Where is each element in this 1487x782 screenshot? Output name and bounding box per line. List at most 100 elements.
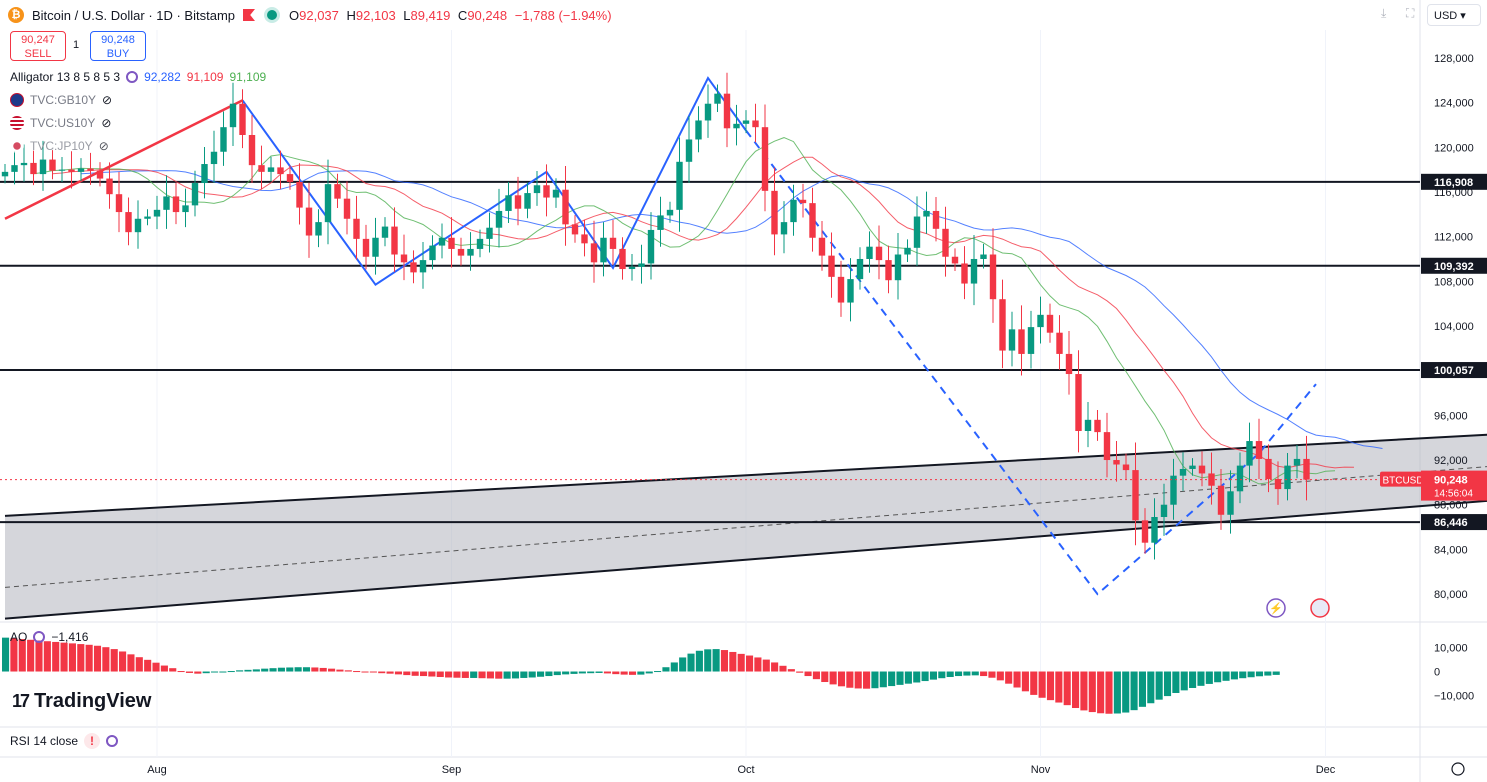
candle [1094,419,1101,433]
candle [296,181,303,208]
candle [362,238,370,257]
candle [39,159,47,175]
compare-us10y[interactable]: TVC:US10Y ⊘ [10,116,111,130]
candle [267,167,275,172]
order-quantity[interactable]: 1 [73,39,80,51]
candle [780,222,788,235]
ao-bar [1197,671,1205,686]
hidden-eye-icon[interactable]: ⊘ [101,116,112,130]
ao-bar [520,671,528,678]
candle [210,151,218,165]
settings-icon[interactable] [33,631,46,643]
ao-bar [988,671,996,678]
ao-bar [336,669,344,672]
candle [1141,520,1149,543]
jp-flag-icon [10,139,24,153]
ao-bar [771,662,779,672]
ao-bar [896,671,904,685]
ao-bar [863,671,871,689]
price-tick-label: 112,000 [1434,232,1473,244]
candle [391,226,398,255]
candle [1103,432,1111,461]
ao-bar [2,637,10,672]
ao-bar [871,671,879,689]
candle [438,237,446,246]
alligator-legend[interactable]: Alligator 13 8 5 8 5 3 92,282 91,109 91,… [10,70,267,84]
ao-bar [269,668,277,672]
rsi-legend[interactable]: RSI 14 close ! [10,733,119,749]
candle [932,210,940,229]
level-badge [1421,257,1487,274]
hidden-eye-icon[interactable]: ⊘ [98,139,109,153]
candle [742,120,750,124]
compare-gb10y[interactable]: TVC:GB10Y ⊘ [10,93,112,107]
candle [847,279,854,303]
candle [495,210,503,228]
currency-select[interactable]: USD ▾ [1427,4,1481,26]
candle [77,168,85,172]
candle [647,229,655,264]
ao-bar [428,671,436,677]
ao-bar [1214,671,1222,683]
candle [1246,441,1253,466]
horizontal-levels [0,180,1420,524]
candle [885,260,892,281]
ao-legend[interactable]: AO −1,416 [10,630,89,644]
candle [353,218,360,239]
candle [628,266,636,270]
ao-bar [1138,671,1146,707]
hidden-eye-icon[interactable]: ⊘ [102,93,113,107]
ao-bar [603,671,611,674]
ao-bar [194,671,202,674]
candle [87,168,94,171]
ao-bar [687,653,695,672]
candle [951,256,959,264]
symbol-tag-text: BTCUSD [1382,476,1423,487]
candle [49,159,56,171]
compare-jp10y[interactable]: TVC:JP10Y ⊘ [10,139,109,153]
candle [163,196,170,210]
candle [277,167,284,175]
ao-bar [1113,671,1121,714]
ao-bar [77,644,85,672]
candle [106,178,113,195]
candle [581,234,588,244]
candle [999,299,1006,351]
ao-bar [963,671,971,676]
settings-icon[interactable] [126,71,139,83]
tradingview-logo[interactable]: 17 TradingView [12,690,152,712]
ao-bar [637,671,645,675]
ao-bar [511,671,520,679]
candle [1284,465,1291,490]
lightning-glyph: ⚡ [1269,602,1283,615]
candle [134,218,142,233]
price-tick-label: 80,000 [1434,589,1468,601]
ao-bar [904,671,912,684]
candle [524,193,531,209]
fullscreen-icon[interactable]: ⛶ [1406,6,1415,20]
ao-bar [1205,671,1213,684]
candle [201,164,208,184]
ao-bar [470,671,478,678]
price-axis: 128,000 124,000 120,000 116,000 112,000 108,0… [1421,53,1487,702]
candle [704,103,712,121]
ao-bar [1038,671,1046,698]
candle [1265,458,1272,480]
flag-icon[interactable] [243,9,255,21]
ao-bar [712,649,720,672]
settings-icon[interactable] [106,735,119,747]
warning-icon[interactable]: ! [84,733,101,749]
candle [1008,329,1016,351]
candle [334,184,341,199]
ao-bar [18,639,26,672]
candle [410,262,417,273]
ao-bar [93,645,102,672]
download-icon[interactable]: ⤓ [1381,6,1387,20]
buy-button[interactable]: 90,248 BUY [90,31,146,61]
ao-bar [110,649,118,672]
candle [372,237,379,257]
symbol-title[interactable]: Bitcoin / U.S. Dollar · 1D · Bitstamp [32,7,235,23]
candle [505,195,512,211]
sell-button[interactable]: 90,247 SELL [10,31,66,61]
